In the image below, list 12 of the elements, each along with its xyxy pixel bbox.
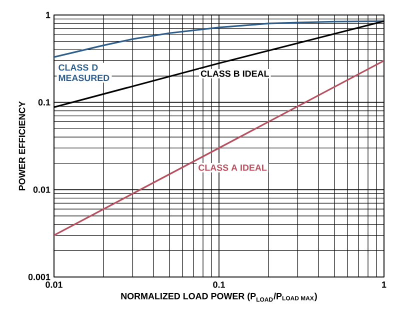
x-tick-label: 0.1 [213, 282, 225, 288]
x-tick-label: 0.01 [46, 282, 62, 288]
y-axis-title: POWER EFFICIENCY [18, 101, 26, 190]
series-label: CLASS A IDEAL [198, 164, 267, 171]
x-axis-title: $\text{NORMALIZED LOAD POWER (P}_{\text{LOAD}}\text{/P}_{\text{LOAD MAX}}\text{)}$ [121, 292, 317, 302]
y-tick-label: 0.1 [38, 99, 50, 106]
y-tick-label: 1 [46, 12, 50, 18]
y-tick-label: 0.01 [33, 186, 50, 193]
x-tick-label: 1 [382, 282, 386, 288]
series-label: CLASS D MEASURED [58, 64, 110, 82]
y-tick-label: 0.001 [28, 274, 50, 280]
series-label: CLASS B IDEAL [200, 70, 269, 77]
